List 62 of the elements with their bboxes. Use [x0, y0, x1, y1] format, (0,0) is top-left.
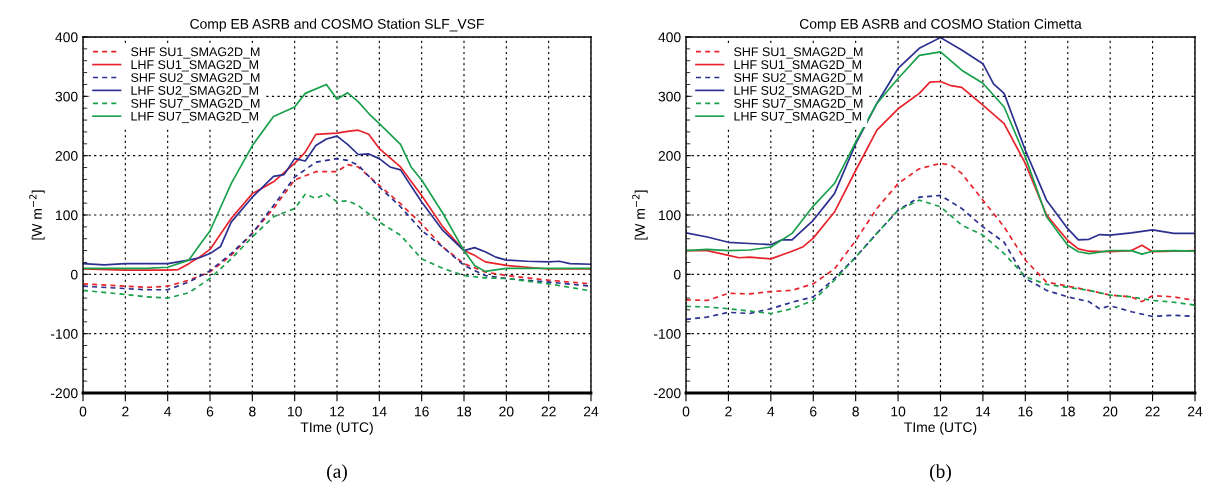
legend-label: SHF SU1_SMAG2D_M: [131, 47, 260, 59]
text: (a): [327, 464, 347, 482]
legend-label: LHF SU2_SMAG2D_M: [734, 86, 861, 98]
x-tick-label: 14: [372, 406, 387, 417]
line-series: [686, 162, 1195, 303]
y-tick-label: 100: [659, 210, 681, 221]
y-tick-label: 200: [55, 151, 78, 161]
x-tick-label: 2: [122, 406, 129, 417]
x-tick-label: 12: [933, 406, 948, 417]
legend-label: LHF SU1_SMAG2D_M: [131, 60, 258, 72]
y-tick-label: 400: [658, 32, 681, 43]
x-tick-label: 4: [164, 406, 172, 417]
legend-label: SHF SU1_SMAG2D_M: [734, 47, 863, 59]
y-tick-label: -100: [50, 329, 78, 339]
x-tick-label: 8: [852, 406, 859, 417]
y-tick-label: 100: [56, 210, 78, 221]
legend-label: SHF SU2_SMAG2D_M: [131, 73, 260, 85]
x-tick-label: 6: [810, 406, 817, 417]
legend-label: SHF SU7_SMAG2D_M: [131, 98, 260, 111]
legend-label: LHF SU7_SMAG2D_M: [734, 111, 861, 124]
y-tick-label: 400: [55, 32, 78, 43]
x-tick-label: 16: [415, 406, 429, 417]
x-tick-label: 2: [725, 406, 732, 417]
x-tick-label: 12: [330, 406, 345, 417]
legend-label: LHF SU2_SMAG2D_M: [131, 86, 258, 98]
x-tick-label: 18: [457, 406, 472, 417]
y-tick-label: 300: [55, 91, 78, 102]
y-axis-title: [W m$^{−2}$]: [632, 190, 648, 240]
x-tick-label: 10: [891, 406, 906, 417]
y-tick-label: 200: [658, 151, 681, 161]
x-tick-label: 20: [1103, 406, 1118, 417]
legend-label: LHF SU1_SMAG2D_M: [734, 60, 861, 72]
x-tick-label: 24: [583, 406, 599, 417]
y-tick-label: -100: [653, 329, 681, 339]
x-tick-label: 24: [1187, 406, 1203, 417]
x-tick-label: 0: [682, 406, 690, 417]
legend-label: LHF SU7_SMAG2D_M: [131, 111, 258, 124]
y-tick-label: 0: [70, 269, 78, 280]
x-tick-label: 6: [206, 406, 214, 417]
legend-label: SHF SU7_SMAG2D_M: [734, 98, 863, 111]
line-series: [83, 83, 591, 273]
y-tick-label: 0: [673, 269, 681, 280]
y-tick-label: -200: [50, 388, 78, 399]
x-tick-label: 14: [976, 406, 991, 417]
x-axis-title: TIme (UTC): [904, 421, 977, 435]
x-tick-label: 22: [1145, 406, 1160, 417]
x-tick-label: 10: [288, 406, 302, 417]
y-tick-label: -200: [653, 388, 681, 399]
y-axis-title: [W m$^{−2}$]: [29, 190, 45, 240]
legend-label: SHF SU2_SMAG2D_M: [734, 73, 863, 85]
text: (b): [930, 464, 951, 482]
x-tick-label: 8: [249, 406, 256, 417]
y-tick-label: 300: [658, 91, 681, 102]
x-tick-label: 18: [1061, 406, 1075, 417]
x-tick-label: 0: [79, 406, 87, 417]
x-tick-label: 4: [767, 406, 775, 417]
x-tick-label: 22: [541, 406, 556, 417]
chart-title: Comp EB ASRB and COSMO Station Cimetta: [799, 18, 1082, 32]
x-tick-label: 16: [1018, 406, 1033, 417]
x-axis-title: TIme (UTC): [300, 421, 373, 435]
chart-title: Comp EB ASRB and COSMO Station SLF_VSF: [190, 18, 484, 32]
x-tick-label: 20: [499, 406, 514, 417]
